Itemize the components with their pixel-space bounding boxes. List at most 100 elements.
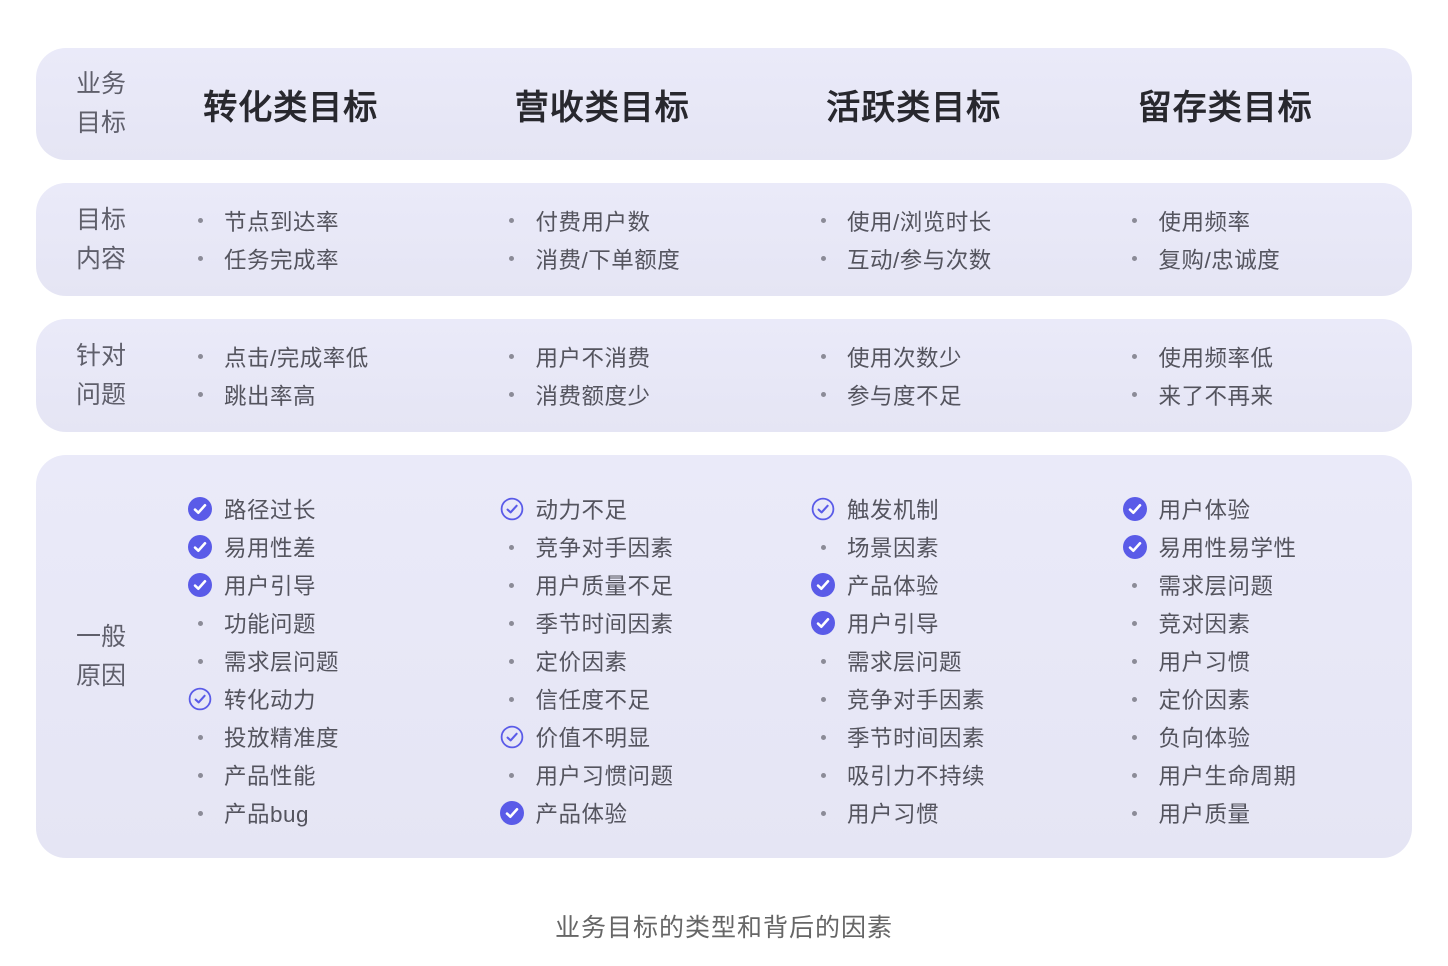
bullet-icon (500, 611, 524, 635)
list-item: 路径过长 (188, 490, 478, 528)
list-item: 需求层问题 (811, 642, 1101, 680)
list-item: 触发机制 (811, 490, 1101, 528)
list-item: 定价因素 (1123, 680, 1413, 718)
list-item-text: 用户质量不足 (535, 574, 674, 599)
list-item: 节点到达率 (188, 202, 478, 240)
cell-goal-content-activity: 使用/浏览时长互动/参与次数 (789, 202, 1101, 278)
check-outline-icon (811, 497, 835, 521)
list-item-text: 产品体验 (535, 802, 628, 827)
list-item: 季节时间因素 (811, 718, 1101, 756)
row-label-goal-content: 目标 内容 (36, 201, 166, 279)
list-item-text: 点击/完成率低 (224, 345, 369, 371)
general-reasons-row: 一般 原因 路径过长 易用性差 用户引导 功能问题 需求层问题 转化动力 投放精准度 产品性能产… (36, 455, 1412, 858)
list-item: 用户质量 (1123, 794, 1413, 832)
check-filled-icon (499, 801, 524, 825)
check-filled-icon (188, 573, 212, 597)
bullet-icon (500, 247, 524, 271)
bullet-icon (500, 649, 524, 673)
list-item: 需求层问题 (188, 642, 478, 680)
list-item-text: 定价因素 (535, 650, 628, 675)
row-label-line: 一般 (75, 622, 126, 651)
list-item: 竞对因素 (1123, 604, 1413, 642)
check-outline-icon (500, 497, 524, 521)
figure-caption: 业务目标的类型和背后的因素 (554, 914, 893, 942)
row-label-line: 原因 (75, 661, 126, 690)
list-item: 参与度不足 (811, 376, 1101, 414)
list-item-text: 使用/浏览时长 (847, 209, 992, 235)
infographic-page: 业务 目标 转化类目标 营收类目标 活跃类目标 留存类目标 目标 内容 节点到达率任… (36, 48, 1413, 942)
list-item-text: 跳出率高 (224, 383, 317, 409)
list-item-text: 复购/忠诚度 (1158, 247, 1281, 273)
list-item-text: 竞争对手因素 (847, 688, 986, 713)
bullet-icon (1123, 573, 1147, 597)
list-item-text: 需求层问题 (847, 650, 963, 675)
bullet-icon (1123, 725, 1147, 749)
corner-label-line: 目标 (75, 109, 126, 137)
list-item-text: 产品性能 (224, 764, 317, 789)
bullet-icon (188, 801, 212, 825)
list-item: 价值不明显 (500, 718, 790, 756)
cell-problems-retention: 使用频率低 来了不再来 (1101, 338, 1413, 414)
list-item-text: 付费用户数 (535, 209, 651, 235)
list-item-text: 季节时间因素 (847, 726, 986, 751)
list-item: 用户生命周期 (1123, 756, 1413, 794)
list-item-text: 动力不足 (535, 498, 628, 523)
list-item: 互动/参与次数 (811, 240, 1101, 278)
list-item-text: 投放精准度 (224, 726, 340, 751)
row-label-target-problems: 针对 问题 (36, 337, 166, 415)
list-item: 需求层问题 (1123, 566, 1413, 604)
bullet-icon (1123, 611, 1147, 635)
check-filled-icon (811, 611, 835, 635)
list-item-text: 来了不再来 (1158, 383, 1274, 409)
list-item: 点击/完成率低 (188, 338, 478, 376)
list-item-text: 产品体验 (847, 574, 940, 599)
list-item: 用户习惯问题 (500, 756, 790, 794)
bullet-icon (188, 247, 212, 271)
list-item: 来了不再来 (1123, 376, 1413, 414)
list-item: 定价因素 (500, 642, 790, 680)
bullet-icon (811, 763, 835, 787)
list-item: 投放精准度 (188, 718, 478, 756)
check-filled-icon (811, 573, 835, 597)
list-item: 吸引力不持续 (811, 756, 1101, 794)
bullet-icon (1123, 209, 1147, 233)
list-item-text: 竞对因素 (1158, 612, 1251, 637)
column-header-retention: 留存类目标 (1137, 88, 1313, 127)
target-problems-row: 针对 问题 点击/完成率低 跳出率高 用户不消费 消费额度少 使用次数少 参与度不足 使… (36, 319, 1412, 432)
list-item: 转化动力 (188, 680, 478, 718)
check-outline-icon (500, 725, 524, 749)
bullet-icon (811, 383, 835, 407)
column-header-revenue: 营收类目标 (514, 88, 690, 127)
list-item: 使用频率 (1123, 202, 1413, 240)
list-item: 产品性能 (188, 756, 478, 794)
list-item-text: 用户质量 (1158, 802, 1251, 827)
list-item-text: 用户不消费 (535, 345, 651, 371)
column-header-activity: 活跃类目标 (826, 88, 1002, 127)
cell-reasons-conversion: 路径过长 易用性差 用户引导 功能问题 需求层问题 转化动力 投放精准度 产品性能 产品bug (166, 455, 478, 832)
cell-problems-activity: 使用次数少 参与度不足 (789, 338, 1101, 414)
check-outline-icon (188, 687, 212, 711)
bullet-icon (188, 383, 212, 407)
list-item-text: 定价因素 (1158, 688, 1251, 713)
list-item: 用户习惯 (811, 794, 1101, 832)
list-item-text: 用户生命周期 (1158, 764, 1297, 789)
list-item: 用户引导 (811, 604, 1101, 642)
list-item: 季节时间因素 (500, 604, 790, 642)
cell-problems-revenue: 用户不消费 消费额度少 (478, 338, 790, 414)
column-header-conversion: 转化类目标 (203, 88, 379, 127)
list-item-text: 负向体验 (1158, 726, 1251, 751)
bullet-icon (1123, 345, 1147, 369)
list-item: 竞争对手因素 (500, 528, 790, 566)
bullet-icon (1123, 687, 1147, 711)
list-item: 功能问题 (188, 604, 478, 642)
cell-goal-content-retention: 使用频率复购/忠诚度 (1101, 202, 1413, 278)
check-filled-icon (1122, 535, 1147, 559)
list-item: 用户体验 (1122, 490, 1413, 528)
list-item: 使用/浏览时长 (811, 202, 1101, 240)
list-item-text: 参与度不足 (847, 383, 963, 409)
bullet-icon (500, 573, 524, 597)
list-item-text: 用户习惯问题 (535, 764, 674, 789)
list-item: 产品体验 (811, 566, 1101, 604)
bullet-icon (1123, 763, 1147, 787)
list-item: 动力不足 (500, 490, 790, 528)
